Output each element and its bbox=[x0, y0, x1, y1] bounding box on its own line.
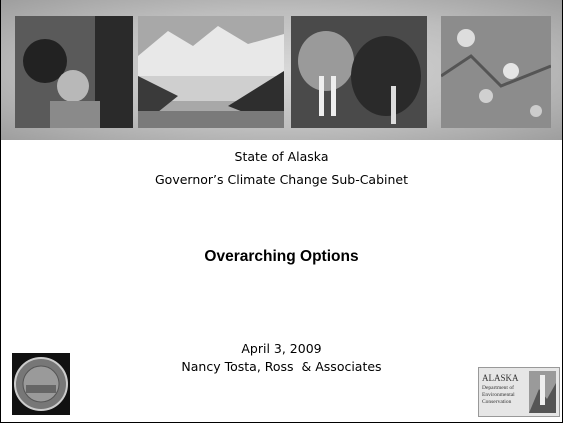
slide-title: Overarching Options bbox=[204, 248, 359, 265]
organization: State of Alaska bbox=[234, 149, 329, 164]
photo-glacier bbox=[138, 16, 284, 128]
photo-walrus bbox=[291, 16, 427, 128]
logo-emblem bbox=[529, 371, 556, 413]
logo-text: Conservation bbox=[482, 399, 512, 405]
photo-banner bbox=[1, 0, 562, 140]
logo-text: Environmental bbox=[482, 392, 515, 398]
state-seal bbox=[12, 353, 70, 415]
presenter: Nancy Tosta, Ross & Associates bbox=[181, 359, 382, 374]
dec-logo: ALASKA Department of Environmental Conserva… bbox=[478, 367, 560, 417]
photo-people bbox=[15, 16, 133, 128]
logo-text: ALASKA bbox=[482, 373, 519, 383]
photo-flowers bbox=[441, 16, 551, 128]
group: Governor’s Climate Change Sub-Cabinet bbox=[154, 172, 409, 187]
date: April 3, 2009 bbox=[241, 341, 322, 356]
logo-text: Department of bbox=[482, 385, 514, 391]
